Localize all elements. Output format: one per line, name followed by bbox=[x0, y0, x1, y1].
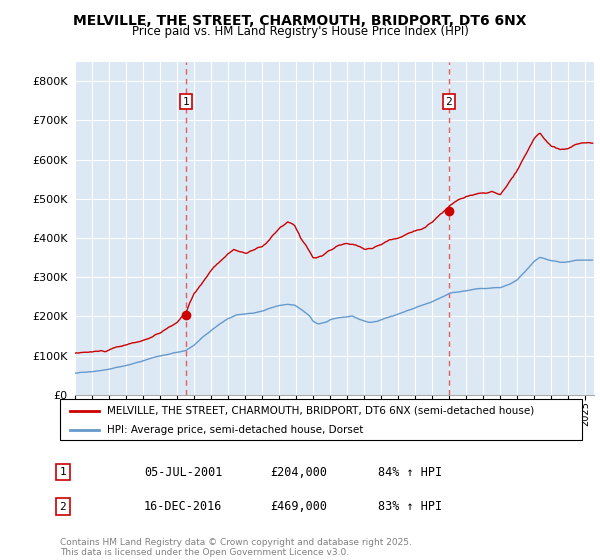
Text: HPI: Average price, semi-detached house, Dorset: HPI: Average price, semi-detached house,… bbox=[107, 424, 364, 435]
Text: 84% ↑ HPI: 84% ↑ HPI bbox=[378, 465, 442, 479]
Text: Contains HM Land Registry data © Crown copyright and database right 2025.
This d: Contains HM Land Registry data © Crown c… bbox=[60, 538, 412, 557]
Text: 05-JUL-2001: 05-JUL-2001 bbox=[144, 465, 223, 479]
Text: 83% ↑ HPI: 83% ↑ HPI bbox=[378, 500, 442, 514]
Text: 16-DEC-2016: 16-DEC-2016 bbox=[144, 500, 223, 514]
Text: MELVILLE, THE STREET, CHARMOUTH, BRIDPORT, DT6 6NX (semi-detached house): MELVILLE, THE STREET, CHARMOUTH, BRIDPOR… bbox=[107, 405, 534, 416]
Text: 2: 2 bbox=[59, 502, 67, 512]
Text: 2: 2 bbox=[445, 96, 452, 106]
Text: MELVILLE, THE STREET, CHARMOUTH, BRIDPORT, DT6 6NX: MELVILLE, THE STREET, CHARMOUTH, BRIDPOR… bbox=[73, 14, 527, 28]
Text: £204,000: £204,000 bbox=[270, 465, 327, 479]
Text: 1: 1 bbox=[59, 467, 67, 477]
Text: £469,000: £469,000 bbox=[270, 500, 327, 514]
Text: Price paid vs. HM Land Registry's House Price Index (HPI): Price paid vs. HM Land Registry's House … bbox=[131, 25, 469, 38]
Text: 1: 1 bbox=[183, 96, 190, 106]
